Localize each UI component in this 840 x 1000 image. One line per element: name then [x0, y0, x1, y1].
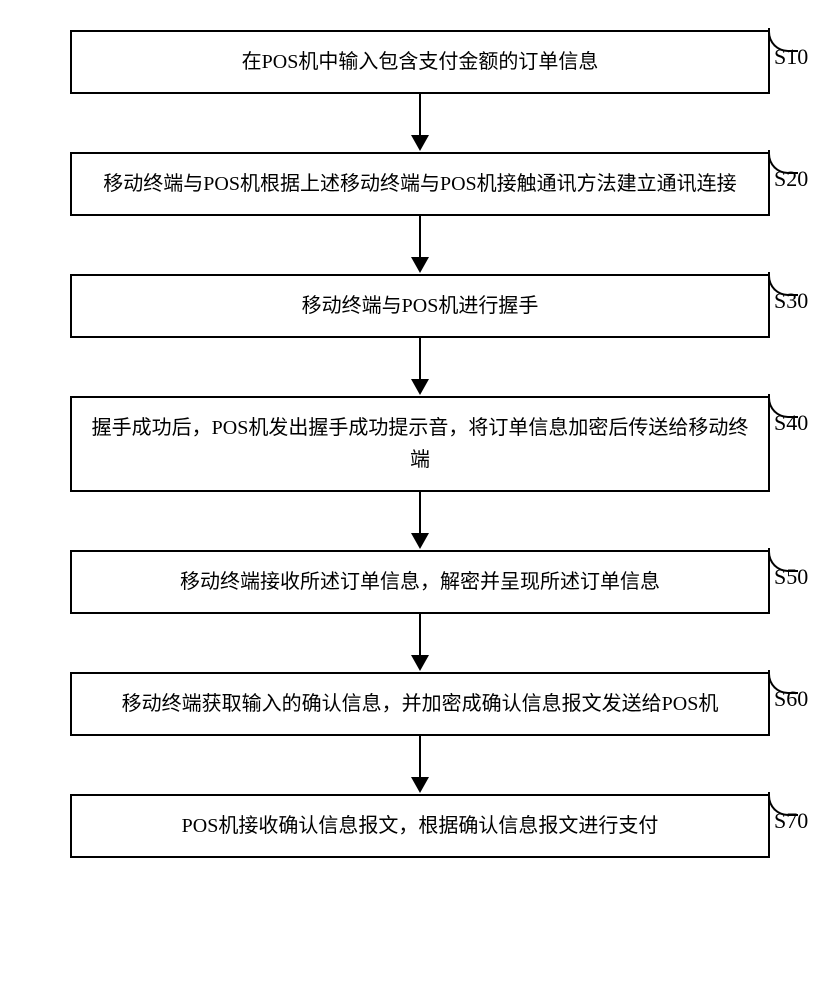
- step-s20: 移动终端与POS机根据上述移动终端与POS机接触通讯方法建立通讯连接 S20: [40, 152, 800, 216]
- step-id-label: S50: [774, 564, 808, 590]
- step-text: 在POS机中输入包含支付金额的订单信息: [242, 46, 599, 78]
- step-label-connector: S10: [768, 30, 808, 70]
- step-text: 移动终端与POS机进行握手: [302, 290, 539, 322]
- arrow-down-icon: [411, 216, 429, 274]
- arrow-down-icon: [411, 338, 429, 396]
- step-label-connector: S40: [768, 396, 808, 436]
- step-box: 移动终端与POS机根据上述移动终端与POS机接触通讯方法建立通讯连接: [70, 152, 770, 216]
- step-id-label: S20: [774, 166, 808, 192]
- step-id-label: S60: [774, 686, 808, 712]
- step-label-connector: S30: [768, 274, 808, 314]
- step-id-label: S30: [774, 288, 808, 314]
- step-s40: 握手成功后，POS机发出握手成功提示音，将订单信息加密后传送给移动终端 S40: [40, 396, 800, 492]
- step-s10: 在POS机中输入包含支付金额的订单信息 S10: [40, 30, 800, 94]
- step-text: 移动终端与POS机根据上述移动终端与POS机接触通讯方法建立通讯连接: [103, 168, 736, 200]
- arrow-down-icon: [411, 94, 429, 152]
- step-s60: 移动终端获取输入的确认信息，并加密成确认信息报文发送给POS机 S60: [40, 672, 800, 736]
- step-id-label: S10: [774, 44, 808, 70]
- step-text: 移动终端接收所述订单信息，解密并呈现所述订单信息: [180, 566, 660, 598]
- step-id-label: S40: [774, 410, 808, 436]
- step-text: 移动终端获取输入的确认信息，并加密成确认信息报文发送给POS机: [122, 688, 719, 720]
- step-box: 移动终端接收所述订单信息，解密并呈现所述订单信息: [70, 550, 770, 614]
- step-box: 移动终端与POS机进行握手: [70, 274, 770, 338]
- step-s70: POS机接收确认信息报文，根据确认信息报文进行支付 S70: [40, 794, 800, 858]
- step-box: 移动终端获取输入的确认信息，并加密成确认信息报文发送给POS机: [70, 672, 770, 736]
- step-s30: 移动终端与POS机进行握手 S30: [40, 274, 800, 338]
- step-s50: 移动终端接收所述订单信息，解密并呈现所述订单信息 S50: [40, 550, 800, 614]
- step-label-connector: S50: [768, 550, 808, 590]
- step-id-label: S70: [774, 808, 808, 834]
- arrow-down-icon: [411, 614, 429, 672]
- arrow-down-icon: [411, 736, 429, 794]
- step-box: 在POS机中输入包含支付金额的订单信息: [70, 30, 770, 94]
- step-text: 握手成功后，POS机发出握手成功提示音，将订单信息加密后传送给移动终端: [88, 412, 752, 476]
- step-label-connector: S60: [768, 672, 808, 712]
- step-label-connector: S20: [768, 152, 808, 192]
- step-text: POS机接收确认信息报文，根据确认信息报文进行支付: [182, 810, 659, 842]
- step-box: POS机接收确认信息报文，根据确认信息报文进行支付: [70, 794, 770, 858]
- step-box: 握手成功后，POS机发出握手成功提示音，将订单信息加密后传送给移动终端: [70, 396, 770, 492]
- arrow-down-icon: [411, 492, 429, 550]
- step-label-connector: S70: [768, 794, 808, 834]
- flowchart-container: 在POS机中输入包含支付金额的订单信息 S10 移动终端与POS机根据上述移动终…: [40, 30, 800, 858]
